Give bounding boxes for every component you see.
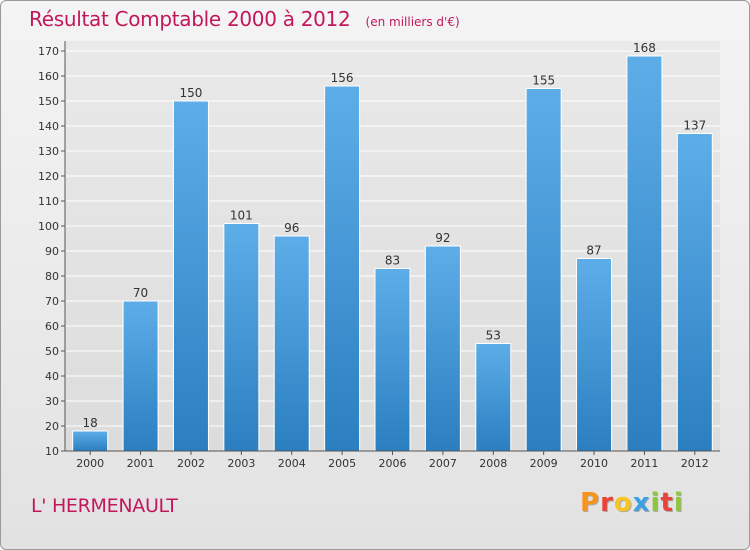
y-tick-label: 90 <box>45 245 59 258</box>
bar-value-label: 83 <box>385 254 400 268</box>
title-row: Résultat Comptable 2000 à 2012 (en milli… <box>29 7 460 31</box>
x-tick-label: 2004 <box>278 457 306 470</box>
y-tick-label: 80 <box>45 270 59 283</box>
y-tick-label: 40 <box>45 370 59 383</box>
bar <box>324 85 361 452</box>
x-tick-label: 2010 <box>580 457 608 470</box>
logo-letter: o <box>613 488 633 518</box>
bar-value-label: 70 <box>133 286 148 300</box>
commune-name: L' HERMENAULT <box>31 495 178 517</box>
y-tick-label: 170 <box>38 45 59 58</box>
y-tick-label: 110 <box>38 195 59 208</box>
y-tick-label: 150 <box>38 95 59 108</box>
bar-value-label: 96 <box>284 221 299 235</box>
chart-subtitle: (en milliers d'€) <box>365 15 460 29</box>
logo-letter: r <box>600 488 614 518</box>
x-tick-label: 2002 <box>177 457 205 470</box>
bar-value-label: 87 <box>586 244 601 258</box>
y-tick-label: 160 <box>38 70 59 83</box>
bar <box>172 100 209 452</box>
bar <box>576 258 613 452</box>
x-tick-label: 2005 <box>328 457 356 470</box>
y-tick-label: 30 <box>45 395 59 408</box>
chart-title: Résultat Comptable 2000 à 2012 <box>29 7 351 31</box>
bar-value-label: 168 <box>633 41 656 55</box>
bar-value-label: 92 <box>435 231 450 245</box>
x-tick-label: 2011 <box>630 457 658 470</box>
y-tick-label: 60 <box>45 320 59 333</box>
bar <box>122 300 159 452</box>
bar-value-label: 155 <box>532 74 555 88</box>
bar <box>223 223 260 452</box>
y-tick-label: 130 <box>38 145 59 158</box>
bar-value-label: 156 <box>331 71 354 85</box>
x-tick-label: 2009 <box>530 457 558 470</box>
x-tick-label: 2003 <box>227 457 255 470</box>
y-tick-label: 10 <box>45 445 59 458</box>
y-tick-label: 70 <box>45 295 59 308</box>
x-tick-label: 2008 <box>479 457 507 470</box>
bar <box>676 133 713 452</box>
logo-letter: P <box>580 488 601 518</box>
y-tick-label: 20 <box>45 420 59 433</box>
y-tick-label: 50 <box>45 345 59 358</box>
y-tick-label: 100 <box>38 220 59 233</box>
logo-letter: t <box>660 488 674 518</box>
logo-letter: i <box>673 488 684 518</box>
y-tick-label: 120 <box>38 170 59 183</box>
bar <box>374 268 411 452</box>
bar-value-label: 101 <box>230 209 253 223</box>
bar-value-label: 137 <box>683 119 706 133</box>
logo-letter: i <box>650 488 661 518</box>
x-tick-label: 2012 <box>681 457 709 470</box>
plot-area: 10 20 30 40 50 60 70 80 90 100 110 120 130 140 150 160 1… <box>38 41 720 470</box>
x-tick-label: 2000 <box>76 457 104 470</box>
bar <box>273 235 310 452</box>
x-tick-label: 2001 <box>127 457 155 470</box>
x-tick-label: 2006 <box>379 457 407 470</box>
bar-value-label: 53 <box>486 329 501 343</box>
bar <box>424 245 461 452</box>
proxiti-logo: Proxiti <box>580 488 684 518</box>
x-tick-label: 2007 <box>429 457 457 470</box>
bar <box>525 88 562 452</box>
y-tick-label: 140 <box>38 120 59 133</box>
bar <box>626 55 663 452</box>
bar <box>475 343 512 452</box>
bar-value-label: 150 <box>180 86 203 100</box>
logo-letter: x <box>632 488 651 518</box>
bar-value-label: 18 <box>83 416 98 430</box>
bar <box>72 430 109 452</box>
